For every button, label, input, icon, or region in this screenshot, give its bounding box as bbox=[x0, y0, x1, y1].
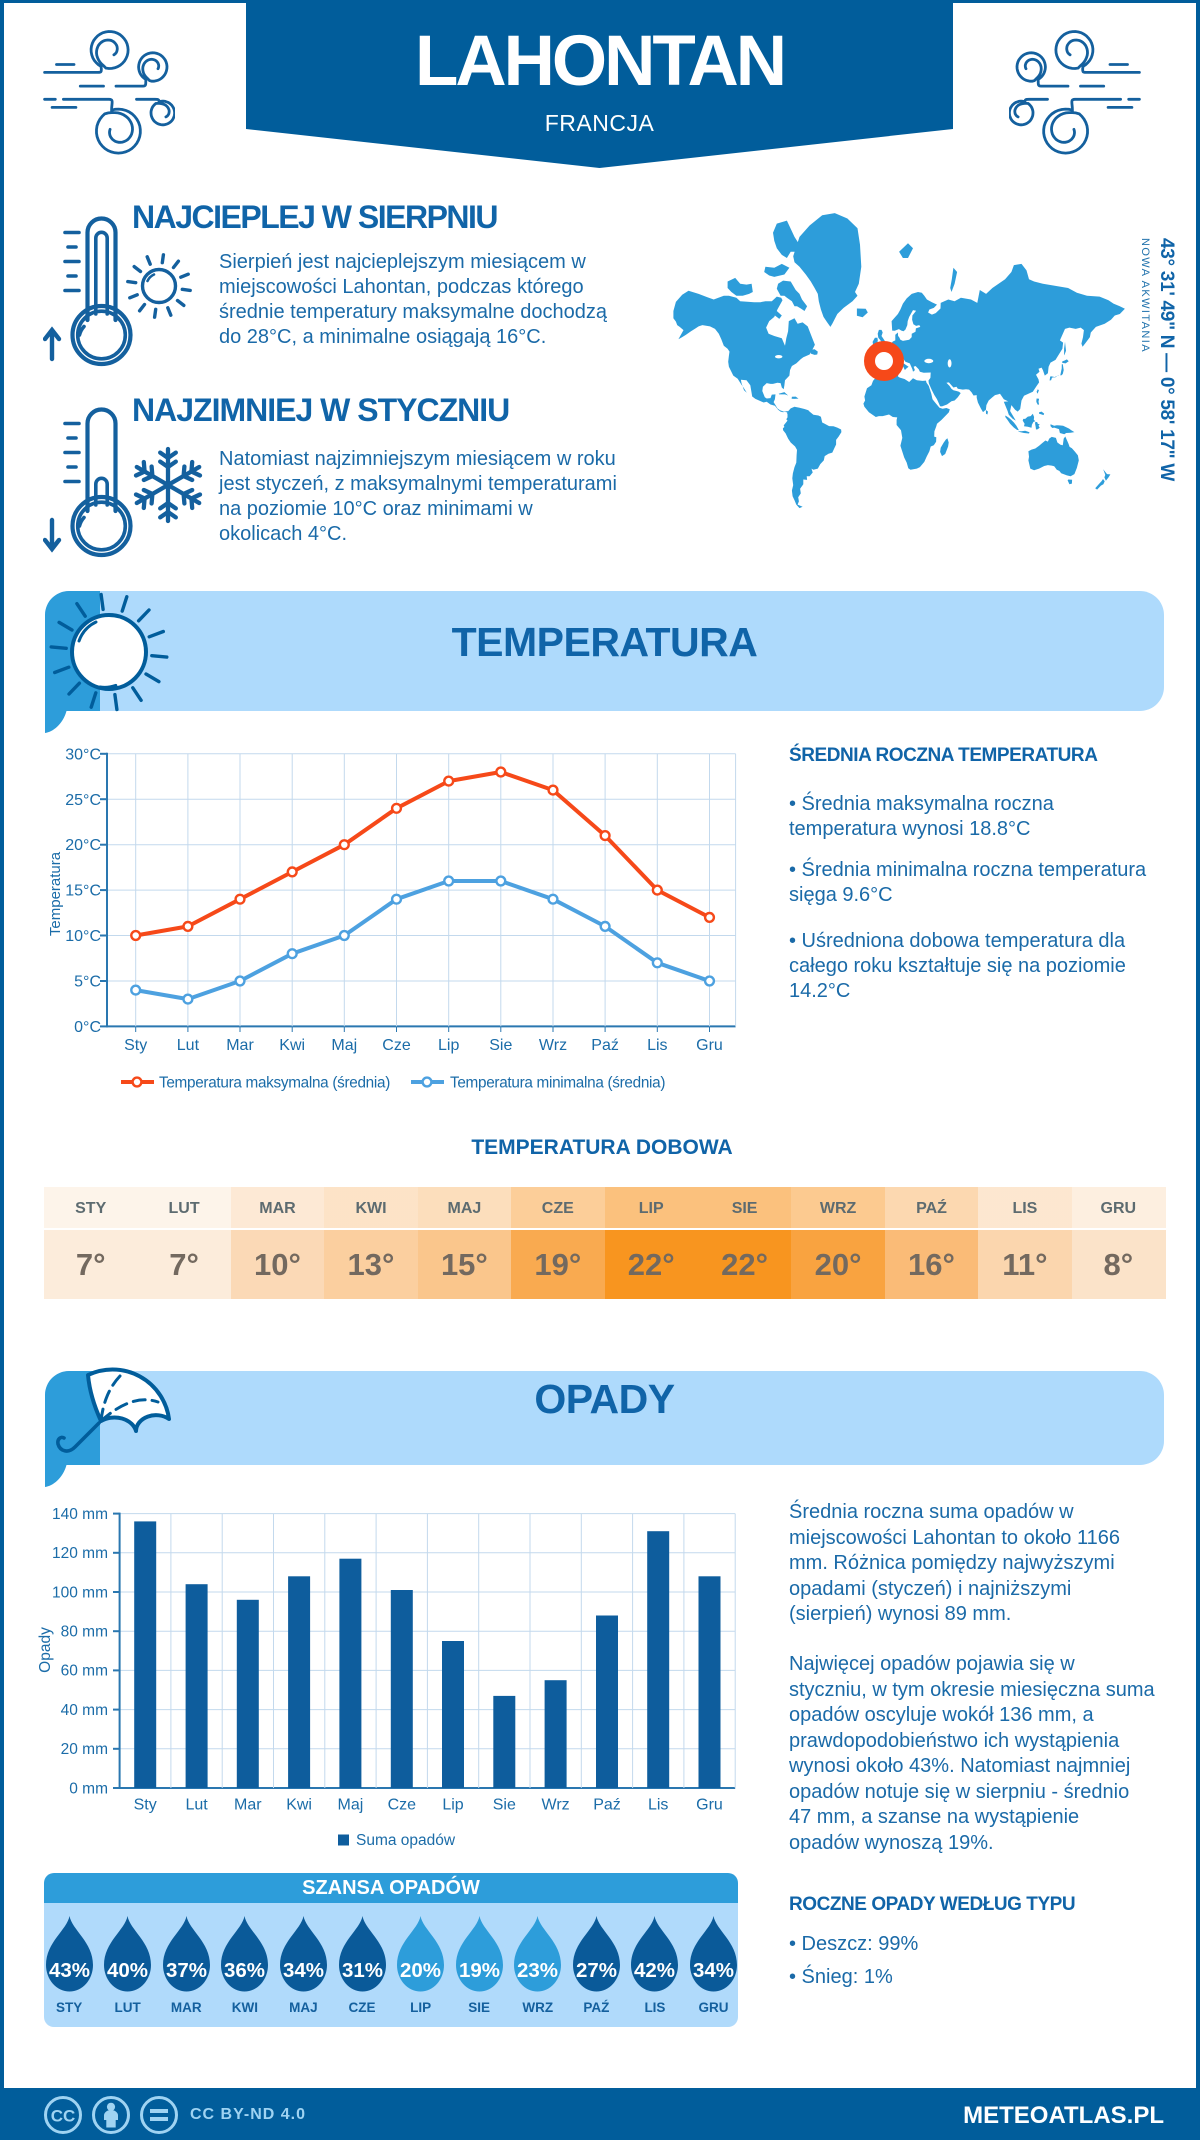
svg-text:40%: 40% bbox=[107, 1959, 148, 1982]
svg-text:Mar: Mar bbox=[234, 1797, 262, 1814]
svg-text:Lip: Lip bbox=[438, 1037, 459, 1054]
svg-text:120 mm: 120 mm bbox=[52, 1545, 108, 1562]
svg-text:CC: CC bbox=[51, 2107, 76, 2126]
svg-text:20%: 20% bbox=[400, 1959, 441, 1982]
svg-text:100 mm: 100 mm bbox=[52, 1584, 108, 1601]
svg-text:31%: 31% bbox=[342, 1959, 383, 1982]
svg-text:Opady: Opady bbox=[37, 1627, 54, 1673]
svg-text:Lis: Lis bbox=[648, 1797, 668, 1814]
svg-text:80 mm: 80 mm bbox=[61, 1624, 108, 1641]
svg-text:Lut: Lut bbox=[177, 1037, 200, 1054]
svg-text:60 mm: 60 mm bbox=[61, 1663, 108, 1680]
svg-text:Paź: Paź bbox=[591, 1037, 619, 1054]
svg-text:23%: 23% bbox=[517, 1959, 558, 1982]
svg-text:Paź: Paź bbox=[593, 1797, 621, 1814]
svg-text:Cze: Cze bbox=[388, 1797, 417, 1814]
svg-text:Temperatura minimalna (średnia: Temperatura minimalna (średnia) bbox=[450, 1075, 665, 1092]
svg-text:0°C: 0°C bbox=[74, 1019, 101, 1036]
svg-text:20 mm: 20 mm bbox=[61, 1741, 108, 1758]
svg-text:43%: 43% bbox=[49, 1959, 90, 1982]
svg-text:Kwi: Kwi bbox=[286, 1797, 312, 1814]
svg-text:Sie: Sie bbox=[489, 1037, 512, 1054]
svg-text:Suma opadów: Suma opadów bbox=[356, 1832, 456, 1849]
svg-text:20°C: 20°C bbox=[65, 837, 101, 854]
svg-text:36%: 36% bbox=[224, 1959, 265, 1982]
svg-text:Maj: Maj bbox=[338, 1797, 364, 1814]
svg-text:37%: 37% bbox=[166, 1959, 207, 1982]
svg-text:25°C: 25°C bbox=[65, 792, 101, 809]
svg-text:42%: 42% bbox=[634, 1959, 675, 1982]
svg-text:27%: 27% bbox=[576, 1959, 617, 1982]
svg-text:40 mm: 40 mm bbox=[61, 1702, 108, 1719]
svg-text:34%: 34% bbox=[283, 1959, 324, 1982]
svg-text:Wrz: Wrz bbox=[542, 1797, 570, 1814]
svg-text:34%: 34% bbox=[693, 1959, 734, 1982]
svg-text:Lip: Lip bbox=[442, 1797, 463, 1814]
svg-text:Kwi: Kwi bbox=[279, 1037, 305, 1054]
svg-text:5°C: 5°C bbox=[74, 974, 101, 991]
svg-text:19%: 19% bbox=[459, 1959, 500, 1982]
svg-text:15°C: 15°C bbox=[65, 883, 101, 900]
svg-text:Sie: Sie bbox=[493, 1797, 516, 1814]
svg-text:0 mm: 0 mm bbox=[69, 1780, 108, 1797]
svg-text:Temperatura maksymalna (średni: Temperatura maksymalna (średnia) bbox=[159, 1075, 390, 1092]
svg-text:Sty: Sty bbox=[134, 1797, 157, 1814]
svg-text:30°C: 30°C bbox=[65, 746, 101, 763]
svg-text:Wrz: Wrz bbox=[539, 1037, 567, 1054]
svg-text:Mar: Mar bbox=[226, 1037, 254, 1054]
svg-text:10°C: 10°C bbox=[65, 928, 101, 945]
svg-text:140 mm: 140 mm bbox=[52, 1506, 108, 1523]
svg-text:Gru: Gru bbox=[696, 1797, 723, 1814]
svg-text:Lis: Lis bbox=[647, 1037, 667, 1054]
svg-text:Temperatura: Temperatura bbox=[47, 851, 64, 936]
svg-text:Sty: Sty bbox=[124, 1037, 147, 1054]
svg-text:Lut: Lut bbox=[185, 1797, 208, 1814]
svg-text:Gru: Gru bbox=[696, 1037, 723, 1054]
svg-text:Maj: Maj bbox=[331, 1037, 357, 1054]
svg-text:Cze: Cze bbox=[382, 1037, 411, 1054]
